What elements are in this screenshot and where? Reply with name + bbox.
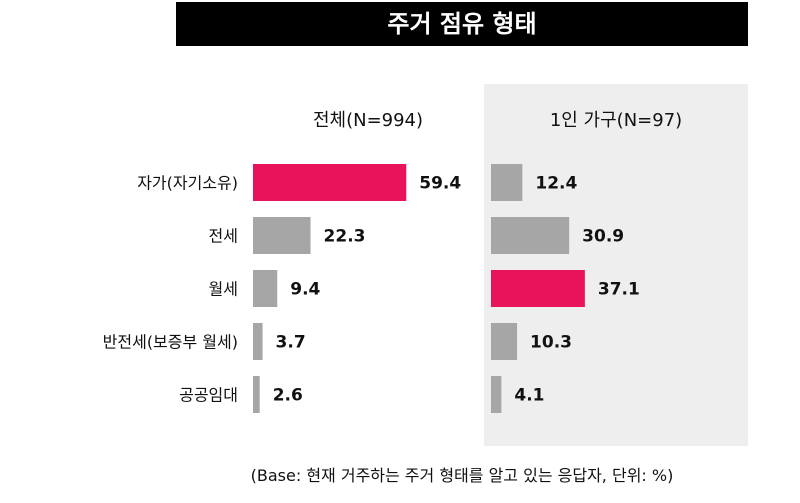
bar bbox=[491, 323, 518, 360]
bar bbox=[491, 217, 570, 254]
value-label: 2.6 bbox=[273, 386, 303, 406]
value-label: 10.3 bbox=[530, 333, 572, 353]
bar bbox=[491, 270, 585, 307]
value-label: 22.3 bbox=[324, 227, 366, 247]
series-header-total: 전체(N=994) bbox=[312, 110, 424, 131]
series-header-single: 1인 가구(N=97) bbox=[549, 110, 683, 131]
value-label: 37.1 bbox=[598, 280, 640, 300]
value-label: 3.7 bbox=[276, 333, 306, 353]
bar bbox=[253, 217, 311, 254]
value-label: 12.4 bbox=[535, 174, 577, 194]
bar bbox=[253, 376, 260, 413]
category-label: 자가(자기소유) bbox=[137, 174, 238, 193]
bar bbox=[491, 164, 523, 201]
bar bbox=[253, 164, 407, 201]
single-household-panel bbox=[484, 84, 748, 446]
category-label: 반전세(보증부 월세) bbox=[103, 333, 238, 352]
value-label: 4.1 bbox=[514, 386, 544, 406]
value-label: 9.4 bbox=[290, 280, 320, 300]
bar bbox=[253, 270, 278, 307]
value-label: 30.9 bbox=[582, 227, 624, 247]
category-label: 전세 bbox=[209, 227, 238, 246]
bar bbox=[253, 323, 263, 360]
category-label: 공공임대 bbox=[179, 386, 238, 405]
chart-title: 주거 점유 형태 bbox=[176, 2, 748, 46]
bar bbox=[491, 376, 502, 413]
value-label: 59.4 bbox=[419, 174, 461, 194]
category-label: 월세 bbox=[209, 280, 238, 299]
footnote: (Base: 현재 거주하는 주거 형태를 알고 있는 응답자, 단위: %) bbox=[250, 466, 674, 485]
